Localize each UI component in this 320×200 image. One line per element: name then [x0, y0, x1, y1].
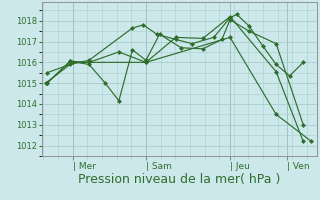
X-axis label: Pression niveau de la mer( hPa ): Pression niveau de la mer( hPa ) — [78, 173, 280, 186]
